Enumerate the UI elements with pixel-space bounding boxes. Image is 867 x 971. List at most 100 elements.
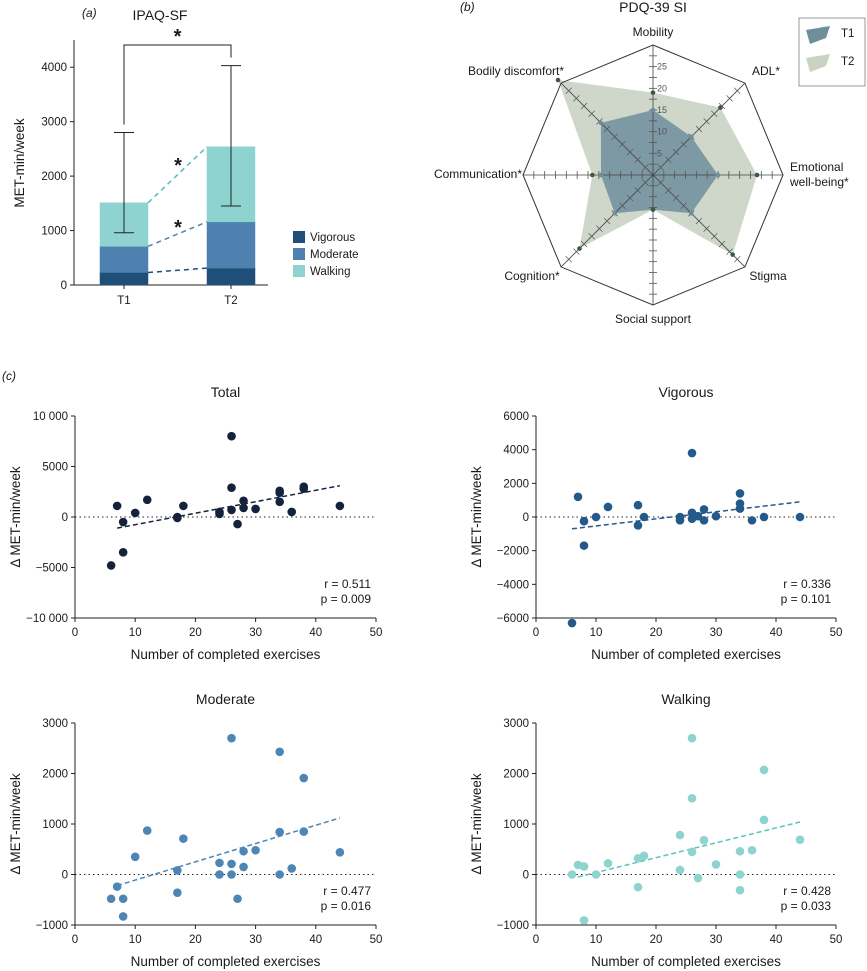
scatter-point (579, 516, 589, 526)
radar-point-t2 (730, 252, 735, 257)
scatter-point (747, 845, 757, 855)
radar-tick-mark (619, 141, 626, 148)
radar-point-t1 (715, 172, 721, 178)
radar-point-t2 (590, 172, 595, 178)
scatter-point (112, 501, 122, 511)
scatter-p-value: p = 0.016 (321, 899, 372, 913)
panel-a-legend-label: Walking (310, 266, 350, 278)
scatter-point (287, 864, 297, 873)
scatter-title: Walking (661, 691, 710, 707)
scatter-point (735, 885, 745, 895)
radar-tick-mark (565, 87, 572, 94)
radar-tick-mark (665, 187, 672, 194)
radar-point-t2 (650, 90, 656, 95)
radar-tick-mark (642, 164, 649, 171)
panel-a-y-tick-label: 2000 (41, 171, 67, 183)
radar-tick-mark (711, 110, 718, 117)
scatter-y-axis-label: Δ MET-min/week (469, 773, 484, 875)
scatter-y-tick-label: −1000 (36, 920, 68, 932)
panel-b-radar-chart: (b) PDQ-39 SI 5 10 15 20 25 Mobility ADL* Emoti… (434, 0, 866, 326)
scatter-point (591, 870, 601, 879)
scatter-point (567, 618, 577, 628)
scatter-y-tick-label: 5000 (42, 462, 68, 474)
scatter-x-tick-label: 50 (830, 934, 843, 946)
scatter-title: Moderate (196, 691, 255, 707)
scatter-point (579, 541, 589, 550)
panel-a-legend-label: Vigorous (310, 232, 355, 244)
scatter-point (675, 516, 685, 525)
scatter-y-tick-label: −5000 (36, 563, 68, 575)
panel-a-y-axis-label: MET-min/week (12, 118, 27, 208)
scatter-point (227, 505, 236, 515)
radar-tick-mark (703, 225, 710, 232)
scatter-point (795, 512, 805, 522)
scatter-x-tick-label: 40 (309, 934, 322, 946)
scatter-moderate: −1000 0 1000 2000 3000 0 10 20 30 40 50 Moderate Num… (8, 691, 382, 969)
scatter-point (227, 870, 236, 879)
radar-tick-mark (680, 202, 687, 209)
panel-a-significance-bracket (123, 44, 232, 125)
panel-a-significance-star: * (174, 155, 182, 177)
scatter-point (112, 882, 122, 891)
radar-tick-mark (626, 148, 634, 156)
radar-axis-label: Mobility (633, 25, 674, 39)
panel-a-significance-star: * (174, 217, 182, 239)
radar-axis-label: Emotional well-being* (789, 160, 849, 189)
scatter-point (693, 511, 703, 521)
scatter-y-axis-label: Δ MET-min/week (8, 773, 23, 875)
radar-legend-swatch-t1 (806, 26, 830, 44)
scatter-point (687, 448, 697, 458)
scatter-point (579, 916, 589, 925)
scatter-point (335, 501, 345, 511)
panel-a-connector-moderate (147, 221, 208, 248)
scatter-point (591, 512, 601, 522)
panel-a-y-tick-label: 1000 (41, 226, 67, 238)
scatter-point (173, 888, 182, 897)
scatter-point (639, 512, 649, 522)
radar-point-t1 (612, 211, 617, 216)
radar-area-t1 (600, 110, 718, 214)
radar-radial-tick-label: 20 (657, 83, 667, 93)
scatter-point (633, 521, 643, 530)
scatter-point (567, 870, 577, 879)
radar-tick-mark (611, 133, 618, 140)
scatter-point (675, 865, 685, 875)
radar-tick-mark (718, 240, 726, 248)
scatter-point (227, 859, 236, 869)
scatter-point (275, 497, 284, 507)
radar-tick-mark (626, 194, 634, 202)
scatter-point (711, 860, 721, 869)
scatter-point (239, 862, 248, 872)
scatter-x-tick-label: 40 (770, 627, 783, 639)
radar-tick-mark (565, 256, 572, 263)
scatter-point (106, 894, 116, 904)
panel-a-legend-label: Moderate (310, 249, 359, 261)
scatter-y-tick-label: 10 000 (33, 411, 68, 423)
radar-tick-mark (695, 217, 703, 225)
scatter-point (699, 516, 709, 525)
scatter-point (130, 508, 140, 518)
scatter-x-tick-label: 30 (249, 627, 262, 639)
radar-radial-tick-label: 10 (657, 127, 667, 137)
scatter-y-tick-label: 0 (62, 870, 68, 882)
scatter-point (251, 504, 260, 514)
scatter-point (633, 500, 643, 510)
panel-a-x-tick-label: T1 (117, 295, 130, 307)
radar-tick-mark (573, 95, 580, 102)
scatter-y-axis-label: Δ MET-min/week (8, 466, 23, 568)
scatter-trend-line (571, 501, 801, 530)
scatter-x-tick-label: 50 (830, 627, 843, 639)
radar-point-t1 (598, 120, 604, 126)
scatter-x-tick-label: 30 (249, 934, 262, 946)
scatter-point (118, 912, 128, 921)
scatter-point (299, 827, 309, 836)
scatter-y-tick-label: 6000 (503, 411, 529, 423)
scatter-point (227, 733, 236, 743)
scatter-x-tick-label: 20 (650, 627, 663, 639)
panel-a-stacked-bar-chart: (a) IPAQ-SF MET-min/week 0 1000 2000 3000 40… (12, 6, 359, 307)
scatter-x-tick-label: 10 (129, 627, 142, 639)
panel-a-legend-swatch-walking (293, 265, 305, 277)
scatter-x-tick-label: 20 (650, 934, 663, 946)
scatter-p-value: p = 0.101 (781, 592, 832, 606)
scatter-point (735, 870, 745, 879)
